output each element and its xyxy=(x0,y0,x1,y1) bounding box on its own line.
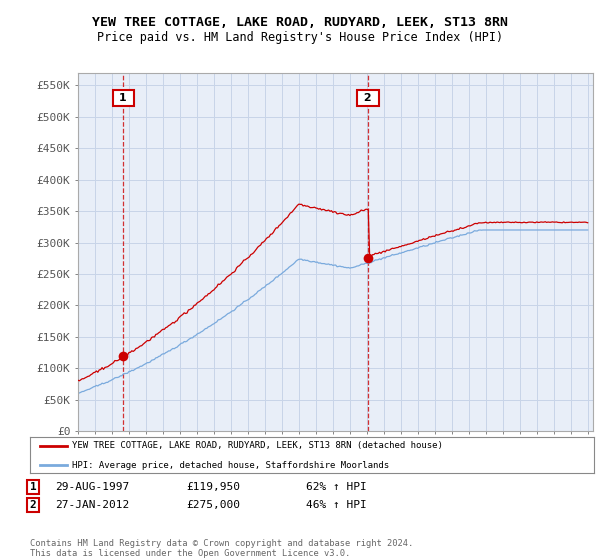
Text: 1: 1 xyxy=(29,482,37,492)
Text: Contains HM Land Registry data © Crown copyright and database right 2024.
This d: Contains HM Land Registry data © Crown c… xyxy=(30,539,413,558)
Text: 29-AUG-1997: 29-AUG-1997 xyxy=(55,482,130,492)
Text: £119,950: £119,950 xyxy=(186,482,240,492)
Text: 2: 2 xyxy=(360,93,376,103)
Text: 46% ↑ HPI: 46% ↑ HPI xyxy=(306,500,367,510)
Text: 1: 1 xyxy=(115,93,131,103)
Text: YEW TREE COTTAGE, LAKE ROAD, RUDYARD, LEEK, ST13 8RN (detached house): YEW TREE COTTAGE, LAKE ROAD, RUDYARD, LE… xyxy=(73,441,443,450)
Text: HPI: Average price, detached house, Staffordshire Moorlands: HPI: Average price, detached house, Staf… xyxy=(73,461,389,470)
Text: Price paid vs. HM Land Registry's House Price Index (HPI): Price paid vs. HM Land Registry's House … xyxy=(97,31,503,44)
Text: YEW TREE COTTAGE, LAKE ROAD, RUDYARD, LEEK, ST13 8RN: YEW TREE COTTAGE, LAKE ROAD, RUDYARD, LE… xyxy=(92,16,508,29)
Text: 27-JAN-2012: 27-JAN-2012 xyxy=(55,500,130,510)
Text: £275,000: £275,000 xyxy=(186,500,240,510)
Text: 2: 2 xyxy=(29,500,37,510)
Text: 62% ↑ HPI: 62% ↑ HPI xyxy=(306,482,367,492)
